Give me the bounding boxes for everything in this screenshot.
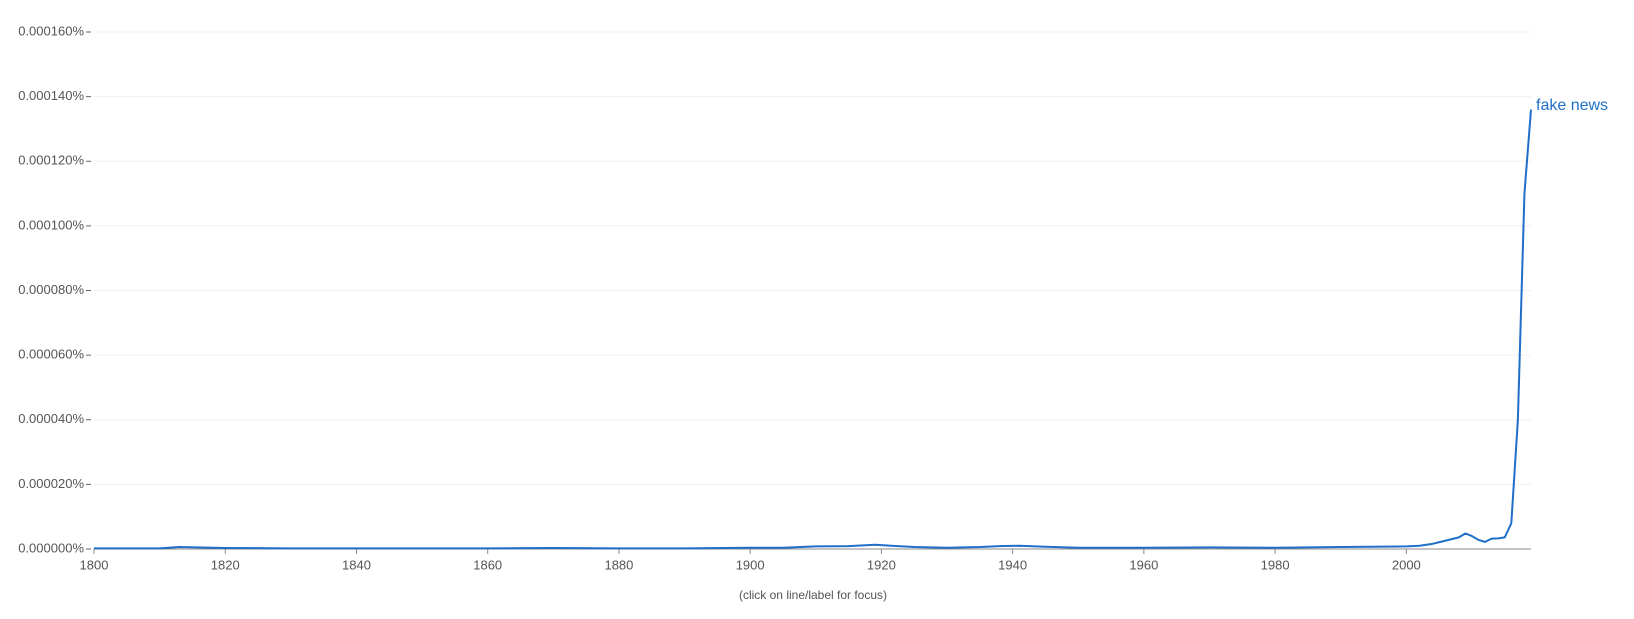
x-tick-label: 2000 [1392, 557, 1421, 572]
x-tick-label: 1980 [1261, 557, 1290, 572]
x-tick-label: 1900 [736, 557, 765, 572]
series-line[interactable] [94, 109, 1532, 550]
x-tick-label: 1960 [1129, 557, 1158, 572]
y-tick-label: 0.000000% [18, 540, 84, 555]
y-tick-label: 0.000140% [18, 88, 84, 103]
y-tick-label: 0.000060% [18, 347, 84, 362]
x-tick-label: 1840 [342, 557, 371, 572]
y-tick-label: 0.000020% [18, 476, 84, 491]
y-tick-label: 0.000040% [18, 411, 84, 426]
x-tick-label: 1880 [604, 557, 633, 572]
x-tick-label: 1940 [998, 557, 1027, 572]
y-tick-label: 0.000100% [18, 217, 84, 232]
y-tick-label: 0.000160% [18, 23, 84, 38]
y-tick-label: 0.000080% [18, 282, 84, 297]
x-tick-label: 1860 [473, 557, 502, 572]
x-tick-label: 1920 [867, 557, 896, 572]
x-tick-label: 1800 [80, 557, 109, 572]
annotation: (click on line/label for focus) [739, 588, 887, 602]
series-label[interactable]: fake news [1536, 97, 1608, 114]
y-tick-label: 0.000120% [18, 153, 84, 168]
x-tick-label: 1820 [211, 557, 240, 572]
